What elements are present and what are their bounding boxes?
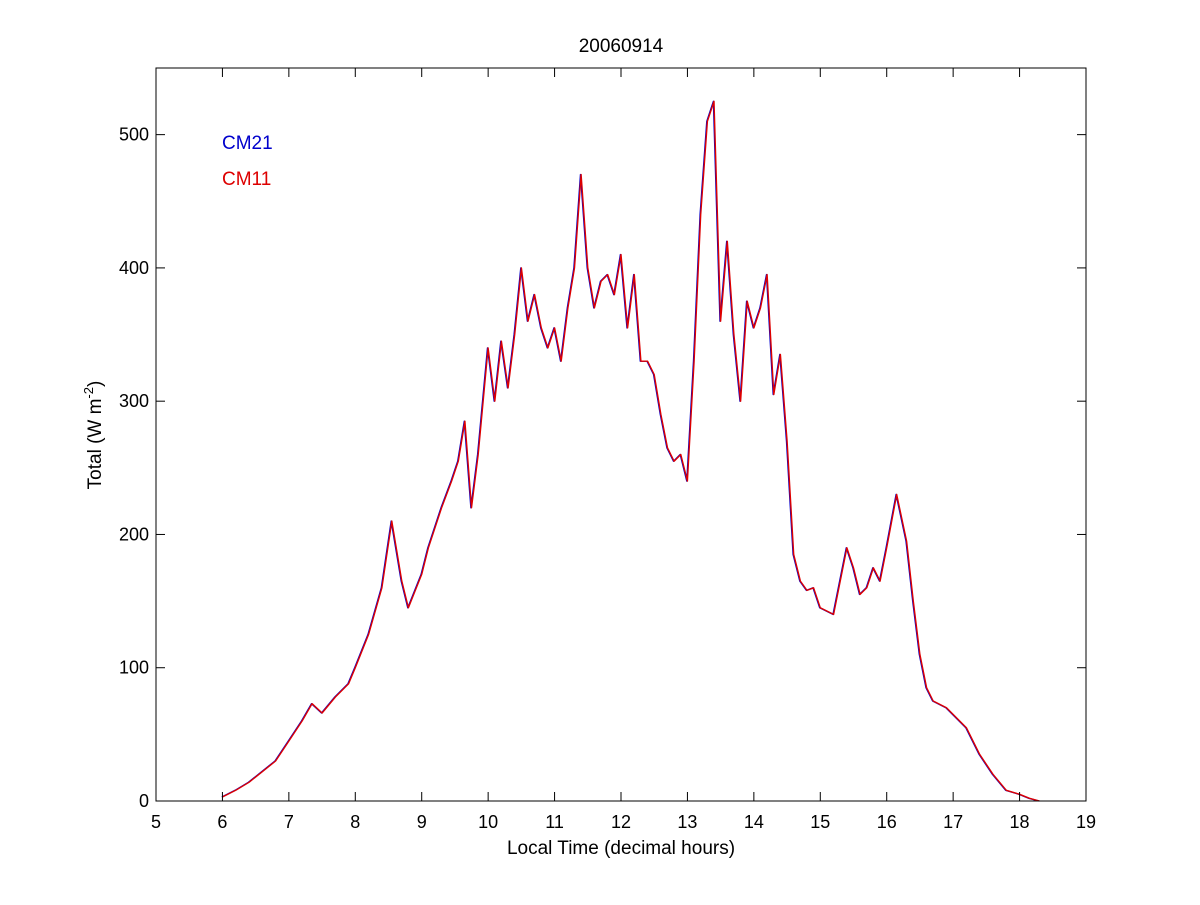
y-axis-label-close: ) [85,381,106,387]
y-axis-label: Total (W m-2) [81,381,106,490]
plot-area-background [156,68,1086,801]
y-tick-label: 400 [119,258,149,278]
x-tick-label: 5 [151,812,161,832]
x-axis-ticks: 5 6 7 8 9 10 11 12 13 14 15 16 17 18 19 [151,68,1096,832]
x-tick-label: 11 [545,812,564,832]
x-tick-label: 19 [1076,812,1096,832]
y-axis-label-superscript: -2 [81,387,96,399]
x-tick-label: 17 [943,812,963,832]
x-tick-label: 16 [877,812,897,832]
plot-lines [221,100,1040,802]
x-tick-label: 13 [677,812,697,832]
x-tick-label: 8 [350,812,360,832]
legend-cm21: CM21 [222,133,273,154]
series-line-cm11 [222,100,1040,802]
x-tick-label: 9 [417,812,427,832]
x-tick-label: 7 [284,812,294,832]
y-tick-label: 200 [119,524,149,544]
x-tick-label: 6 [217,812,227,832]
x-tick-label: 10 [478,812,498,832]
y-tick-label: 500 [119,125,149,145]
y-tick-label: 0 [139,791,149,811]
x-tick-label: 18 [1010,812,1030,832]
y-axis-ticks: 0 100 200 300 400 500 [119,125,1086,811]
x-tick-label: 14 [744,812,764,832]
y-tick-label: 100 [119,658,149,678]
y-axis-label-main: Total (W m [85,399,106,490]
y-tick-label: 300 [119,391,149,411]
x-tick-label: 12 [611,812,631,832]
legend-cm11: CM11 [222,169,271,190]
x-axis-label: Local Time (decimal hours) [507,838,735,859]
x-tick-label: 15 [810,812,830,832]
chart-title: 20060914 [579,36,664,57]
